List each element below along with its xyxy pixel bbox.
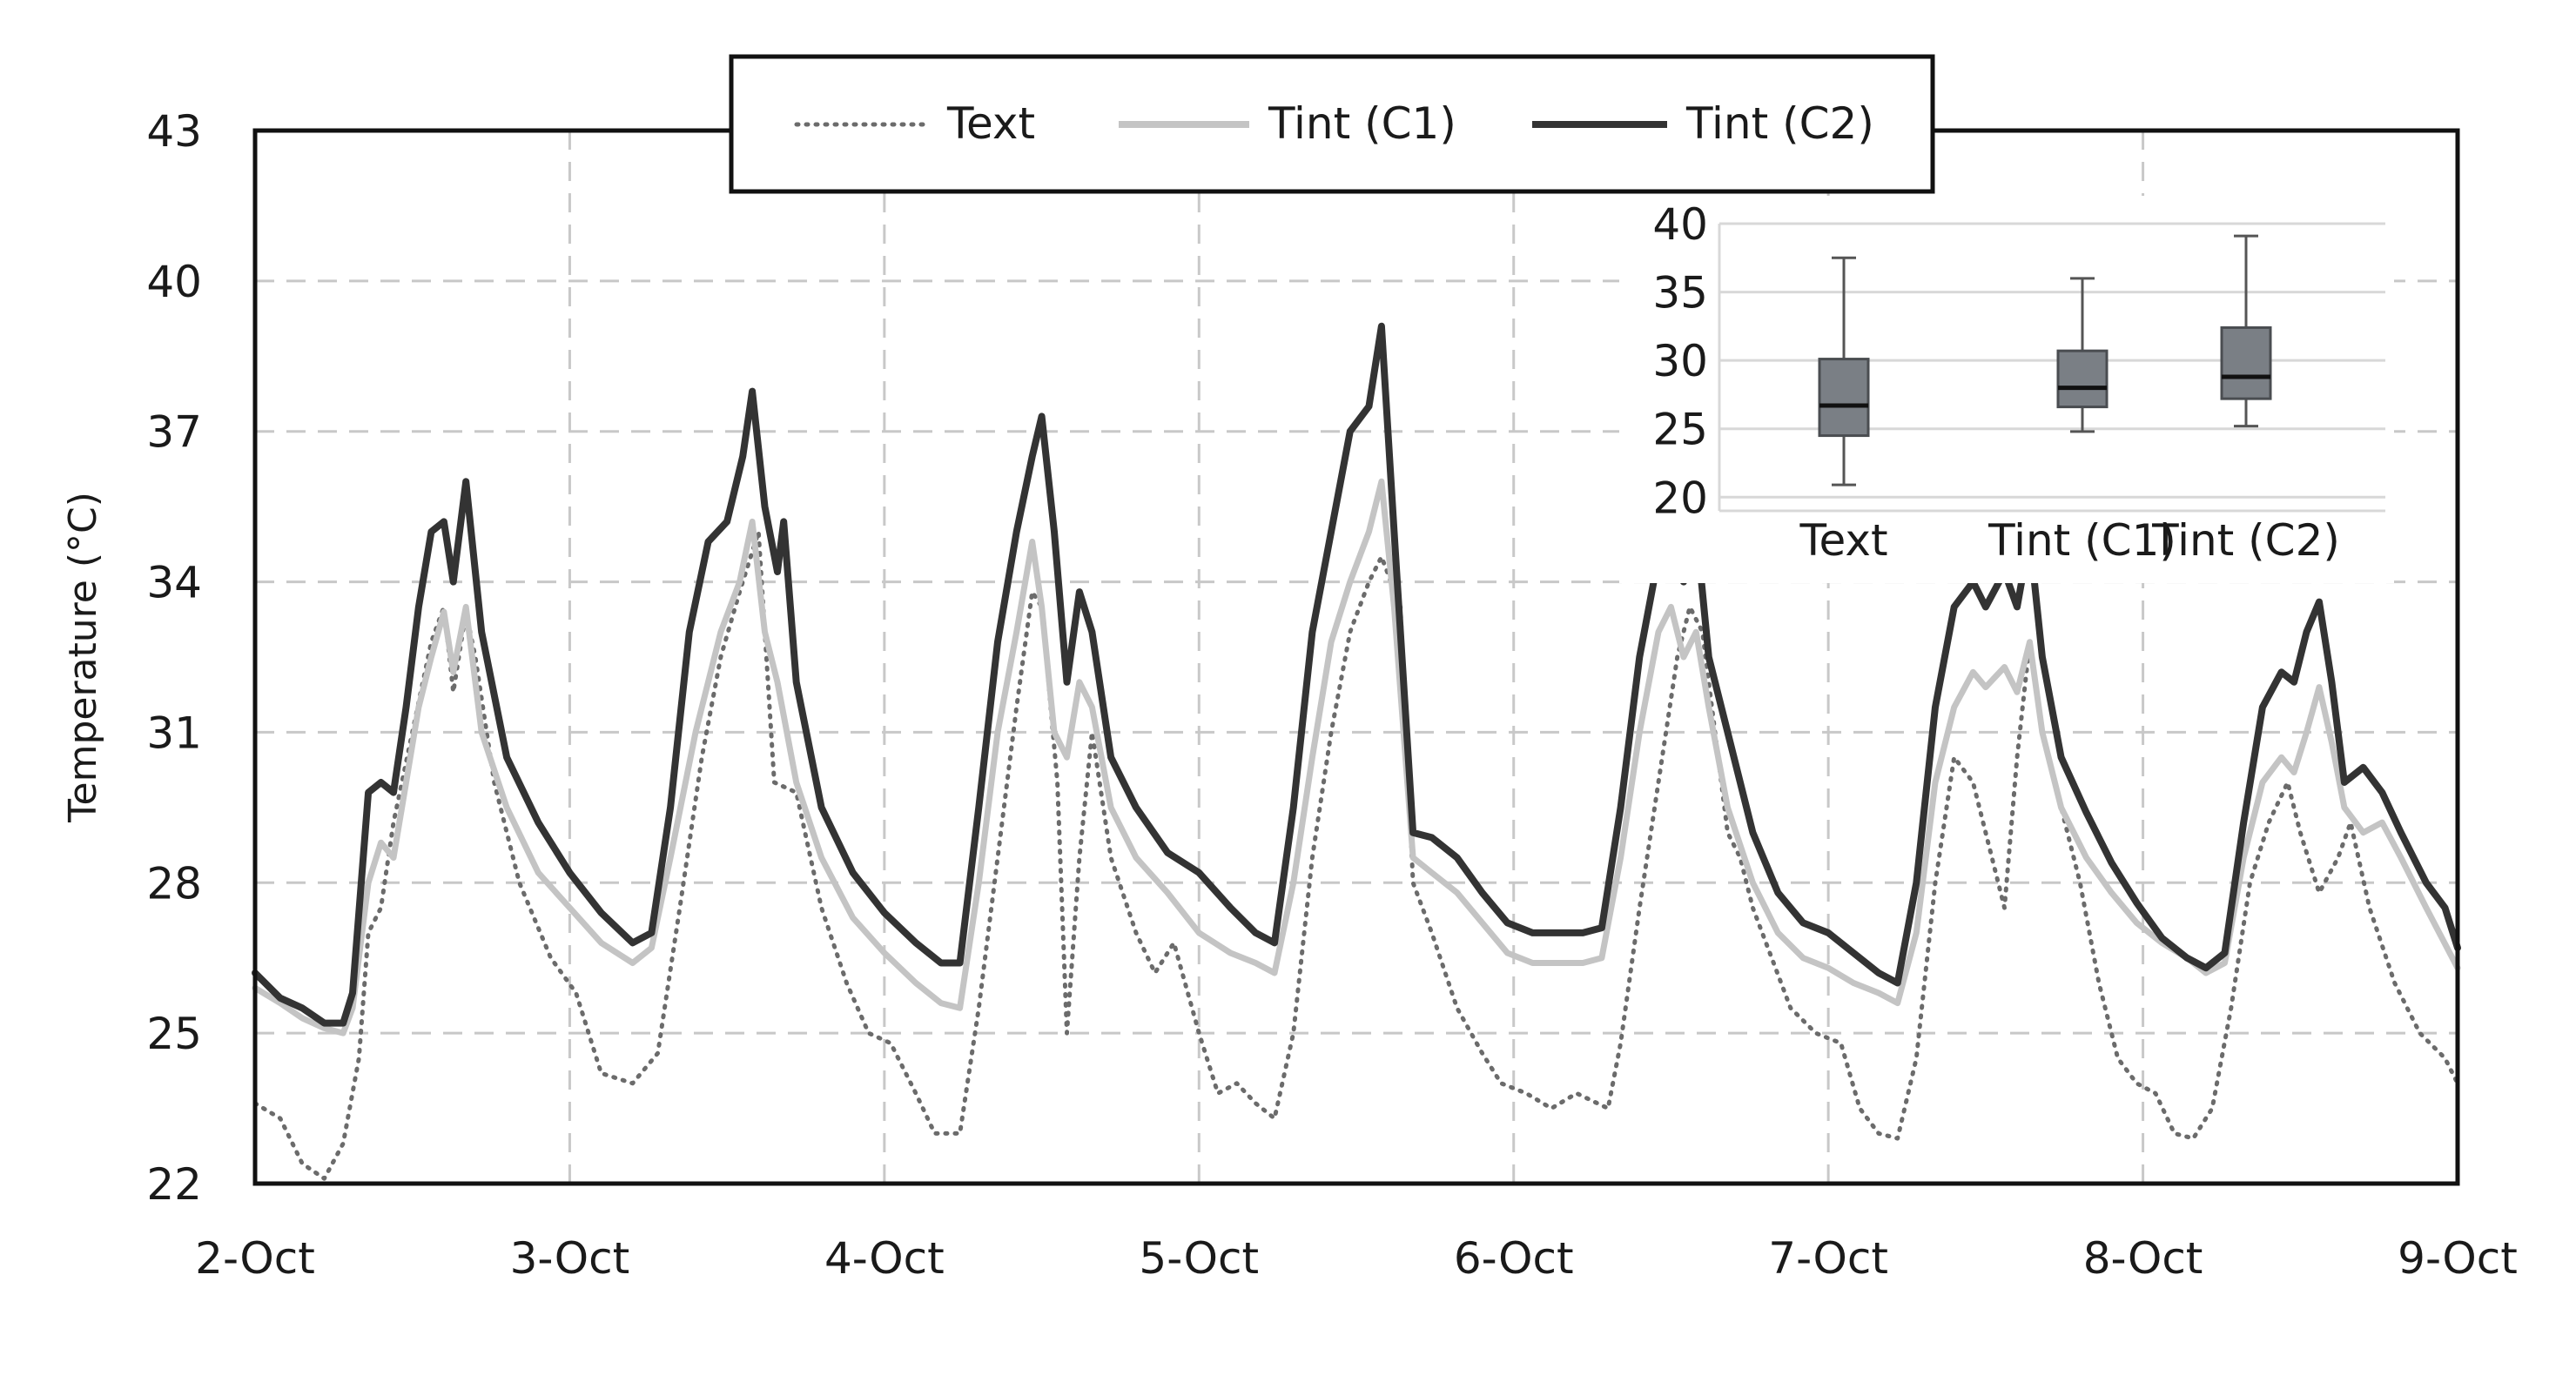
x-tick-label-9-oct: 9-Oct: [2398, 1233, 2518, 1284]
series-line-tint-c1: [252, 478, 2461, 1036]
y-tick-label-37: 37: [146, 407, 202, 458]
y-tick-label-31: 31: [146, 708, 202, 758]
x-tick-label-2-oct: 2-Oct: [195, 1233, 315, 1284]
legend-label-tint-c2: Tint (C2): [1685, 98, 1874, 149]
x-tick-label-8-oct: 8-Oct: [2083, 1233, 2203, 1284]
box-body-tint-c1: [2056, 349, 2109, 409]
x-tick-label-7-oct: 7-Oct: [1768, 1233, 1888, 1284]
inset-y-tick-label-40: 40: [1652, 199, 1708, 250]
series-line-text: [252, 529, 2460, 1181]
box-body-tint-c2: [2220, 325, 2272, 400]
inset-x-tick-label-tint-c1: Tint (C1): [1987, 515, 2176, 566]
y-tick-label-28: 28: [146, 858, 202, 909]
x-tick-label-4-oct: 4-Oct: [824, 1233, 945, 1284]
inset-y-tick-labels: 20 25 30 35 40: [1652, 199, 1708, 523]
x-tick-label-3-oct: 3-Oct: [510, 1233, 630, 1284]
inset-y-tick-label-25: 25: [1652, 405, 1708, 455]
inset-boxplot: 20 25 30 35 40 Text Tint (C1)Tint (C2): [1619, 196, 2394, 583]
x-tick-label-5-oct: 5-Oct: [1139, 1233, 1259, 1284]
y-tick-label-40: 40: [146, 257, 202, 307]
box-body-text: [1818, 358, 1870, 438]
y-tick-label-34: 34: [146, 558, 202, 608]
x-tick-label-6-oct: 6-Oct: [1454, 1233, 1574, 1284]
legend: Text Tint (C1) Tint (C2): [729, 54, 1935, 194]
inset-x-tick-labels: Text Tint (C1)Tint (C2): [1799, 515, 2339, 566]
inset-y-tick-label-20: 20: [1652, 473, 1708, 523]
y-tick-label-43: 43: [146, 106, 202, 157]
y-tick-label-22: 22: [146, 1159, 202, 1210]
x-tick-labels: 2-Oct 3-Oct 4-Oct 5-Oct 6-Oct 7-Oct 8-Oct 9-Oct: [195, 1233, 2518, 1284]
inset-x-tick-label-text: Text: [1799, 515, 1887, 566]
legend-label-tint-c1: Tint (C1): [1268, 98, 1456, 149]
y-tick-label-25: 25: [146, 1009, 202, 1059]
series-line-tint-c2: [252, 322, 2461, 1027]
legend-label-text: Text: [946, 98, 1035, 149]
inset-y-tick-label-30: 30: [1652, 336, 1708, 386]
main-series-group: [252, 322, 2461, 1181]
inset-grid: [1718, 222, 2385, 513]
inset-x-tick-label-tint-c2: Tint (C2): [2151, 515, 2340, 566]
y-axis-label: Temperature (°C): [61, 492, 105, 823]
y-tick-labels: 22 25 28 31 34 37 40 43: [146, 106, 202, 1210]
inset-boxes: [1818, 234, 2272, 486]
inset-y-tick-label-35: 35: [1652, 268, 1708, 319]
legend-box: [729, 54, 1935, 194]
